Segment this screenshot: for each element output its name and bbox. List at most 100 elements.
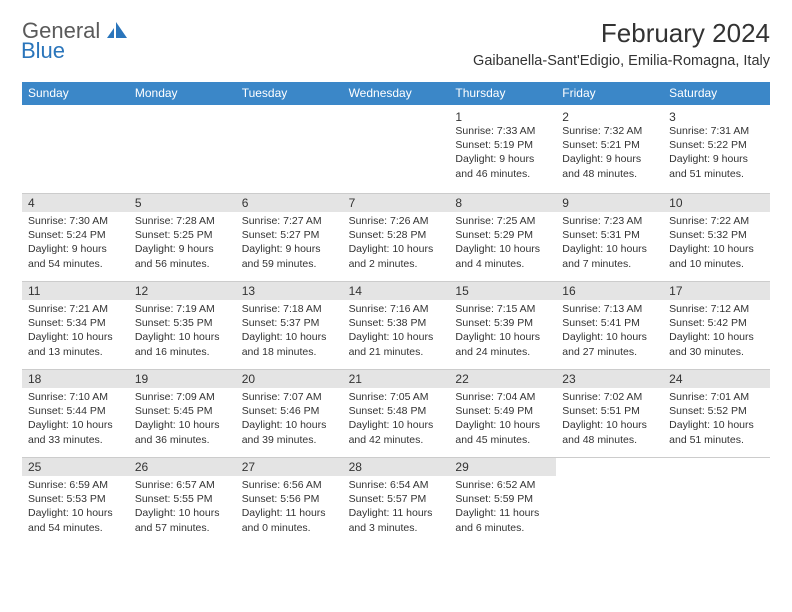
day-cell: 28 Sunrise: 6:54 AMSunset: 5:57 PMDayligh…	[343, 457, 450, 545]
date-header: 15	[449, 282, 556, 300]
date-header: 22	[449, 370, 556, 388]
week-row: 25Sunrise: 6:59 AMSunset: 5:53 PMDayligh…	[22, 457, 770, 545]
empty-cell	[129, 105, 236, 193]
date-number: 25	[28, 460, 123, 474]
sails-icon	[107, 22, 129, 43]
date-header: 9	[556, 194, 663, 212]
date-number: 4	[28, 196, 123, 210]
day-info: Sunrise: 7:22 AMSunset: 5:32 PMDaylight:…	[669, 214, 764, 271]
date-number: 12	[135, 284, 230, 298]
day-info: Sunrise: 7:02 AMSunset: 5:51 PMDaylight:…	[562, 390, 657, 447]
day-cell: 16Sunrise: 7:13 AMSunset: 5:41 PMDayligh…	[556, 281, 663, 369]
day-header: Friday	[556, 82, 663, 105]
date-number: 27	[242, 460, 337, 474]
date-header: 18	[22, 370, 129, 388]
empty-cell	[236, 105, 343, 193]
date-number: 16	[562, 284, 657, 298]
logo: General Blue	[22, 18, 129, 70]
date-number: 11	[28, 284, 123, 298]
page-title: February 2024	[473, 18, 770, 49]
day-cell: 26 Sunrise: 6:57 AMSunset: 5:55 PMDayligh…	[129, 457, 236, 545]
date-header: 17	[663, 282, 770, 300]
week-row: 4 Sunrise: 7:30 AMSunset: 5:24 PMDaylight…	[22, 193, 770, 281]
date-header: 28	[343, 458, 450, 476]
date-number: 2	[562, 110, 657, 124]
title-block: February 2024 Gaibanella-Sant'Edigio, Em…	[473, 18, 770, 69]
date-header: 16	[556, 282, 663, 300]
day-cell: 20 Sunrise: 7:07 AMSunset: 5:46 PMDayligh…	[236, 369, 343, 457]
day-cell: 2Sunrise: 7:32 AMSunset: 5:21 PMDaylight…	[556, 105, 663, 193]
date-number: 20	[242, 372, 337, 386]
date-number: 5	[135, 196, 230, 210]
day-cell: 21Sunrise: 7:05 AMSunset: 5:48 PMDayligh…	[343, 369, 450, 457]
date-header: 7	[343, 194, 450, 212]
day-info: Sunrise: 7:19 AMSunset: 5:35 PMDaylight:…	[135, 302, 230, 359]
day-info: Sunrise: 7:25 AMSunset: 5:29 PMDaylight:…	[455, 214, 550, 271]
date-number: 6	[242, 196, 337, 210]
date-header: 19	[129, 370, 236, 388]
date-header: 10	[663, 194, 770, 212]
date-number: 18	[28, 372, 123, 386]
date-header: 24	[663, 370, 770, 388]
day-header: Thursday	[449, 82, 556, 105]
date-number: 8	[455, 196, 550, 210]
date-header: 13	[236, 282, 343, 300]
empty-cell	[343, 105, 450, 193]
date-number: 10	[669, 196, 764, 210]
day-info: Sunrise: 6:54 AMSunset: 5:57 PMDaylight:…	[349, 478, 444, 535]
date-header: 11	[22, 282, 129, 300]
day-header-row: SundayMondayTuesdayWednesdayThursdayFrid…	[22, 82, 770, 105]
day-info: Sunrise: 7:09 AMSunset: 5:45 PMDaylight:…	[135, 390, 230, 447]
date-header: 6	[236, 194, 343, 212]
day-info: Sunrise: 7:27 AMSunset: 5:27 PMDaylight:…	[242, 214, 337, 271]
day-cell: 14Sunrise: 7:16 AMSunset: 5:38 PMDayligh…	[343, 281, 450, 369]
date-header: 25	[22, 458, 129, 476]
day-info: Sunrise: 7:05 AMSunset: 5:48 PMDaylight:…	[349, 390, 444, 447]
day-info: Sunrise: 7:32 AMSunset: 5:21 PMDaylight:…	[562, 124, 657, 181]
day-info: Sunrise: 7:01 AMSunset: 5:52 PMDaylight:…	[669, 390, 764, 447]
day-info: Sunrise: 6:57 AMSunset: 5:55 PMDaylight:…	[135, 478, 230, 535]
day-info: Sunrise: 7:28 AMSunset: 5:25 PMDaylight:…	[135, 214, 230, 271]
week-row: 18 Sunrise: 7:10 AMSunset: 5:44 PMDayligh…	[22, 369, 770, 457]
date-header: 4	[22, 194, 129, 212]
date-number: 1	[455, 110, 550, 124]
day-info: Sunrise: 7:31 AMSunset: 5:22 PMDaylight:…	[669, 124, 764, 181]
date-header: 5	[129, 194, 236, 212]
day-cell: 27 Sunrise: 6:56 AMSunset: 5:56 PMDayligh…	[236, 457, 343, 545]
day-info: Sunrise: 6:56 AMSunset: 5:56 PMDaylight:…	[242, 478, 337, 535]
date-number: 23	[562, 372, 657, 386]
date-number: 7	[349, 196, 444, 210]
day-cell: 22Sunrise: 7:04 AMSunset: 5:49 PMDayligh…	[449, 369, 556, 457]
date-number: 26	[135, 460, 230, 474]
empty-cell	[22, 105, 129, 193]
day-cell: 4 Sunrise: 7:30 AMSunset: 5:24 PMDaylight…	[22, 193, 129, 281]
day-info: Sunrise: 7:18 AMSunset: 5:37 PMDaylight:…	[242, 302, 337, 359]
date-header: 14	[343, 282, 450, 300]
day-info: Sunrise: 7:30 AMSunset: 5:24 PMDaylight:…	[28, 214, 123, 271]
day-info: Sunrise: 7:33 AMSunset: 5:19 PMDaylight:…	[455, 124, 550, 181]
day-cell: 11Sunrise: 7:21 AMSunset: 5:34 PMDayligh…	[22, 281, 129, 369]
header: General Blue February 2024 Gaibanella-Sa…	[0, 0, 792, 74]
day-cell: 23 Sunrise: 7:02 AMSunset: 5:51 PMDayligh…	[556, 369, 663, 457]
day-header: Monday	[129, 82, 236, 105]
date-number: 22	[455, 372, 550, 386]
day-info: Sunrise: 7:23 AMSunset: 5:31 PMDaylight:…	[562, 214, 657, 271]
date-number: 14	[349, 284, 444, 298]
day-cell: 12 Sunrise: 7:19 AMSunset: 5:35 PMDayligh…	[129, 281, 236, 369]
calendar: SundayMondayTuesdayWednesdayThursdayFrid…	[22, 82, 770, 545]
day-cell: 9 Sunrise: 7:23 AMSunset: 5:31 PMDaylight…	[556, 193, 663, 281]
empty-cell	[663, 457, 770, 545]
date-header: 29	[449, 458, 556, 476]
date-number: 13	[242, 284, 337, 298]
day-cell: 1Sunrise: 7:33 AMSunset: 5:19 PMDaylight…	[449, 105, 556, 193]
day-info: Sunrise: 7:26 AMSunset: 5:28 PMDaylight:…	[349, 214, 444, 271]
date-number: 15	[455, 284, 550, 298]
day-cell: 5 Sunrise: 7:28 AMSunset: 5:25 PMDaylight…	[129, 193, 236, 281]
day-cell: 17Sunrise: 7:12 AMSunset: 5:42 PMDayligh…	[663, 281, 770, 369]
day-cell: 18 Sunrise: 7:10 AMSunset: 5:44 PMDayligh…	[22, 369, 129, 457]
day-info: Sunrise: 7:07 AMSunset: 5:46 PMDaylight:…	[242, 390, 337, 447]
day-info: Sunrise: 7:10 AMSunset: 5:44 PMDaylight:…	[28, 390, 123, 447]
day-cell: 7 Sunrise: 7:26 AMSunset: 5:28 PMDaylight…	[343, 193, 450, 281]
week-row: 11Sunrise: 7:21 AMSunset: 5:34 PMDayligh…	[22, 281, 770, 369]
day-cell: 13 Sunrise: 7:18 AMSunset: 5:37 PMDayligh…	[236, 281, 343, 369]
